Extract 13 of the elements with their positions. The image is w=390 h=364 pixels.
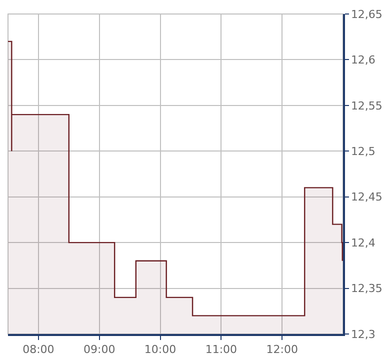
- y-tick-label: 12,5: [350, 144, 376, 158]
- x-tick-label: 11:00: [205, 342, 238, 356]
- x-tick-label: 12:00: [266, 342, 298, 356]
- y-tick-label: 12,6: [350, 54, 376, 67]
- y-tick-label: 12,4: [350, 236, 376, 250]
- y-tick-label: 12,55: [350, 99, 382, 112]
- y-tick-label: 12,35: [350, 282, 382, 296]
- y-tick-label: 12,65: [350, 8, 382, 21]
- x-tick-label: 09:00: [84, 342, 116, 356]
- y-tick-label: 12,45: [350, 190, 382, 204]
- y-tick-label: 12,3: [350, 328, 376, 341]
- x-tick-label: 08:00: [22, 342, 54, 356]
- x-tick-label: 10:00: [144, 342, 176, 356]
